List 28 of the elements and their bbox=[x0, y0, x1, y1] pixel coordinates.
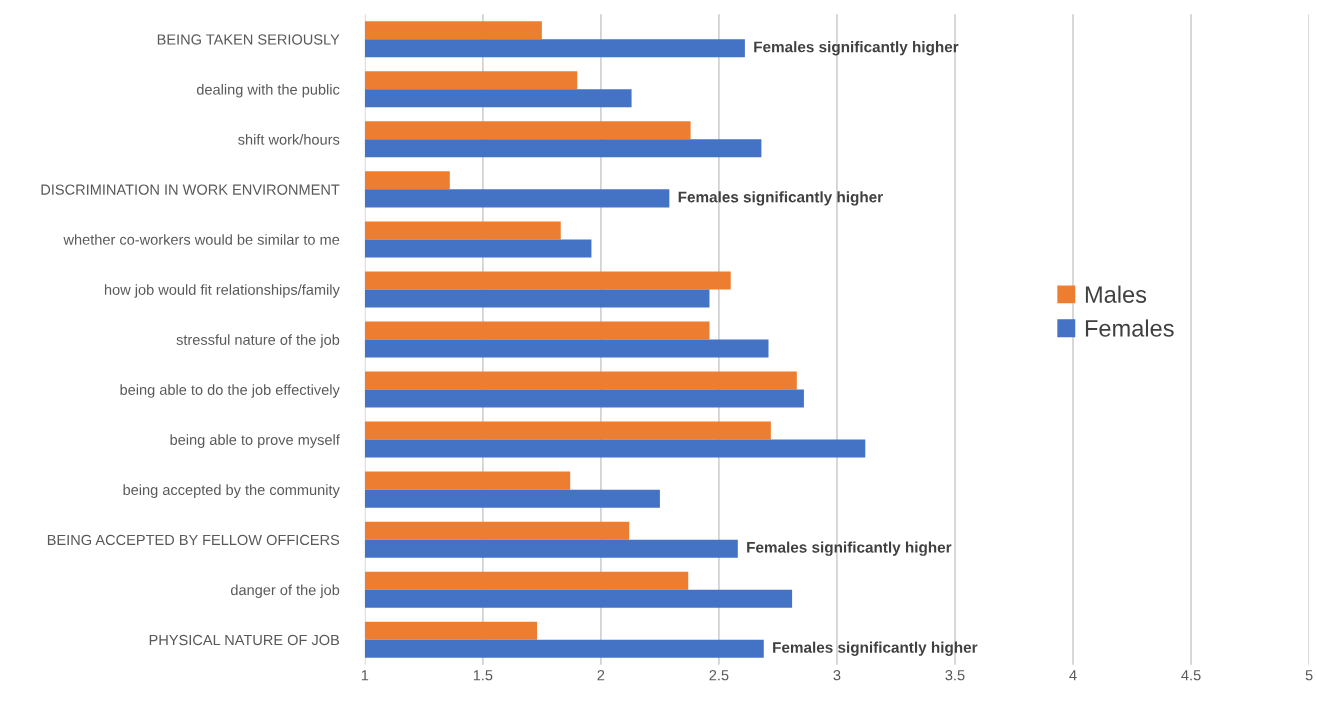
y-tick-label: being accepted by the community bbox=[123, 484, 340, 498]
y-tick-label: dealing with the public bbox=[196, 84, 340, 98]
y-tick-label: danger of the job bbox=[230, 584, 340, 599]
y-tick-label: whether co-workers would be similar to me bbox=[63, 234, 340, 245]
x-tick-label: 1 bbox=[361, 670, 369, 681]
x-tick-label: 2 bbox=[597, 670, 605, 681]
annotation: Females significantly higher bbox=[678, 191, 883, 206]
y-tick-label: stressful nature of the job bbox=[176, 334, 340, 348]
y-tick-label: DISCRIMINATION IN WORK ENVIRONMENT bbox=[41, 184, 340, 195]
x-tick-label: 2.5 bbox=[709, 670, 729, 681]
legend-label: Females bbox=[1085, 319, 1174, 337]
y-tick-label: being able to do the job effectively bbox=[120, 384, 340, 398]
x-tick-label: 4.5 bbox=[1181, 670, 1201, 681]
legend-label: Males bbox=[1085, 285, 1147, 303]
x-tick-label: 1.5 bbox=[473, 670, 493, 681]
x-tick-label: 5 bbox=[1305, 670, 1313, 681]
x-tick-label: 4 bbox=[1069, 670, 1077, 681]
x-tick-label: 3.5 bbox=[945, 670, 965, 681]
y-tick-label: BEING ACCEPTED BY FELLOW OFFICERS bbox=[47, 534, 340, 546]
y-tick-label: PHYSICAL NATURE OF JOB bbox=[149, 634, 340, 646]
y-tick-label: BEING TAKEN SERIOUSLY bbox=[157, 34, 340, 45]
annotation: Females significantly higher bbox=[754, 41, 959, 56]
annotation: Females significantly higher bbox=[773, 641, 978, 656]
y-tick-label: shift work/hours bbox=[238, 134, 340, 145]
y-tick-label: being able to prove myself bbox=[170, 434, 340, 448]
x-tick-label: 3 bbox=[833, 670, 841, 681]
annotation: Females significantly higher bbox=[747, 541, 952, 556]
y-tick-label: how job would fit relationships/family bbox=[104, 284, 340, 298]
